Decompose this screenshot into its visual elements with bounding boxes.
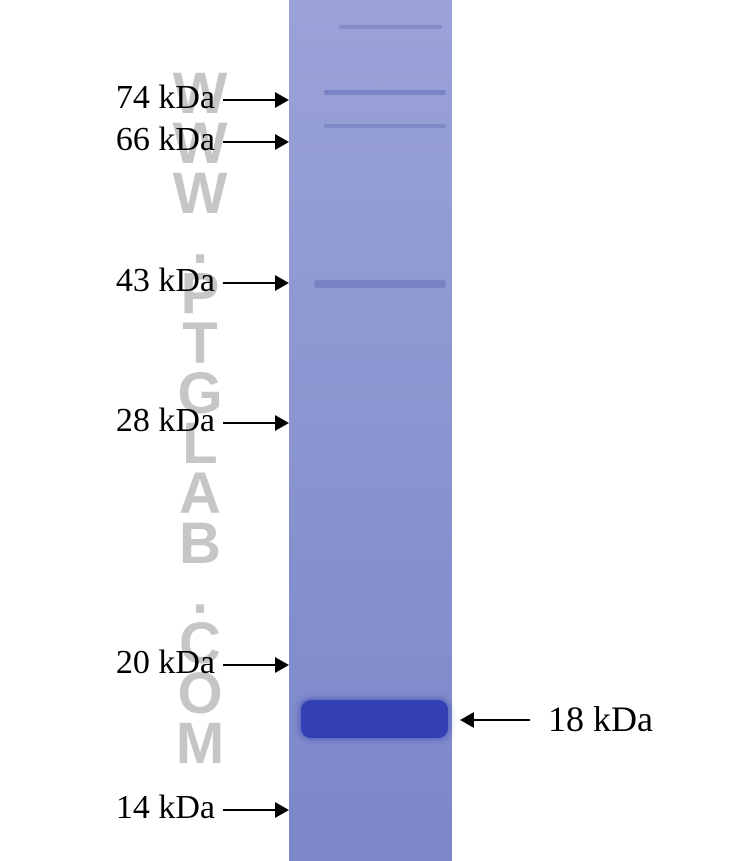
result-arrow: [460, 712, 530, 728]
watermark-char: W: [171, 160, 229, 227]
marker-arrow: [223, 275, 289, 291]
gel-band: [314, 280, 446, 288]
gel-lane: [289, 0, 452, 861]
gel-band: [339, 25, 442, 29]
mw-marker-label: 20 kDa: [116, 644, 215, 682]
mw-marker-label: 74 kDa: [116, 79, 215, 117]
marker-arrow: [223, 657, 289, 673]
mw-marker-label: 28 kDa: [116, 402, 215, 440]
gel-image-canvas: 74 kDa 66 kDa 43 kDa 28 kDa 20 kDa 14 kDa 18 k…: [0, 0, 740, 861]
watermark-char: A: [171, 460, 229, 527]
mw-marker-label: 66 kDa: [116, 121, 215, 159]
marker-arrow: [223, 134, 289, 150]
mw-marker-label: 43 kDa: [116, 262, 215, 300]
marker-arrow: [223, 802, 289, 818]
watermark-char: T: [171, 310, 229, 377]
gel-band: [324, 90, 446, 95]
watermark-char: B: [171, 510, 229, 577]
marker-arrow: [223, 415, 289, 431]
watermark-char: .: [171, 560, 229, 627]
watermark-char: M: [171, 710, 229, 777]
mw-marker-label: 14 kDa: [116, 789, 215, 827]
gel-band: [324, 124, 446, 128]
marker-arrow: [223, 92, 289, 108]
result-mw-label: 18 kDa: [548, 698, 653, 740]
target-band: [301, 700, 448, 738]
